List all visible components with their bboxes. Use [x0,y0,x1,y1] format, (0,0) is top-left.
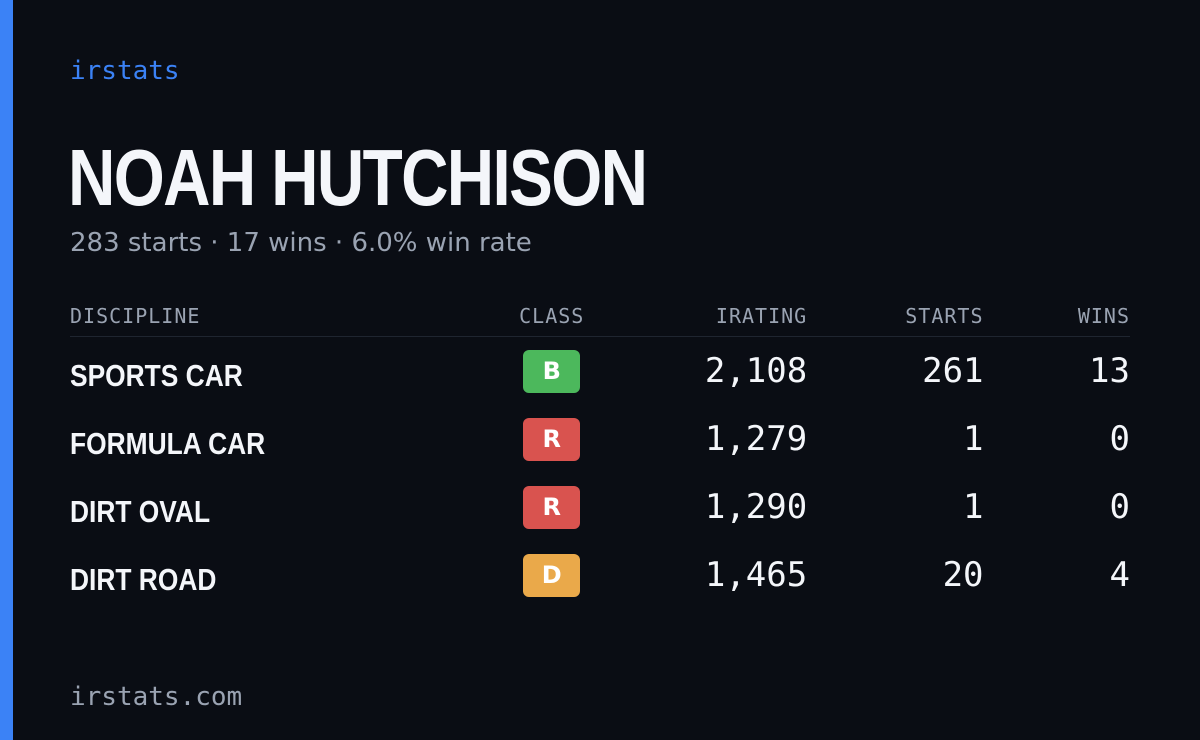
table-row: FORMULA CAR R 1,279 1 0 [70,405,1130,473]
column-header: STARTS [807,296,984,337]
class-badge: R [523,485,581,529]
stat-value: 1,279 [704,419,808,459]
discipline: DIRT ROAD [70,562,217,597]
class-cell: R [493,405,611,473]
stat-value: 4 [1109,555,1130,595]
table-body: SPORTS CAR B 2,108 261 13 FORMULA CAR R 1,279 1 0… [70,337,1130,610]
class-badge: D [523,553,581,597]
column-header: IRATING [610,296,808,337]
stat-value: 1 [963,419,984,459]
column-header: CLASS [492,296,611,337]
accent-bar [0,0,13,740]
table-row: DIRT ROAD D 1,465 20 4 [70,541,1130,609]
class-badge: B [523,349,581,393]
footer: irstats.com [70,682,243,712]
stat-value: 1,290 [704,487,808,527]
stat-value: 1,465 [704,555,808,595]
discipline: DIRT OVAL [70,494,211,529]
stat-value: 0 [1109,419,1130,459]
driver-name: NOAH HUTCHISON [68,133,648,222]
brand: irstats [70,56,180,86]
discipline: SPORTS CAR [70,358,243,393]
table-row: SPORTS CAR B 2,108 261 13 [70,337,1130,406]
class-cell: R [493,473,611,541]
stat-value: 0 [1109,487,1130,527]
column-header: WINS [983,296,1130,337]
stat-value: 13 [1089,351,1130,391]
class-badge: R [523,417,581,461]
summary: 283 starts · 17 wins · 6.0% win rate [70,228,532,258]
class-cell: B [493,337,611,406]
table-row: DIRT OVAL R 1,290 1 0 [70,473,1130,541]
stat-value: 20 [942,555,984,595]
class-cell: D [493,541,611,609]
stat-value: 1 [963,487,984,527]
stat-value: 261 [922,351,984,391]
stat-value: 2,108 [704,351,808,391]
stats-table: DISCIPLINE CLASS IRATING STARTS WINS SPORTS … [70,296,1130,609]
header-row: DISCIPLINE CLASS IRATING STARTS WINS [70,296,1130,337]
column-header: DISCIPLINE [70,296,493,337]
discipline: FORMULA CAR [70,426,266,461]
